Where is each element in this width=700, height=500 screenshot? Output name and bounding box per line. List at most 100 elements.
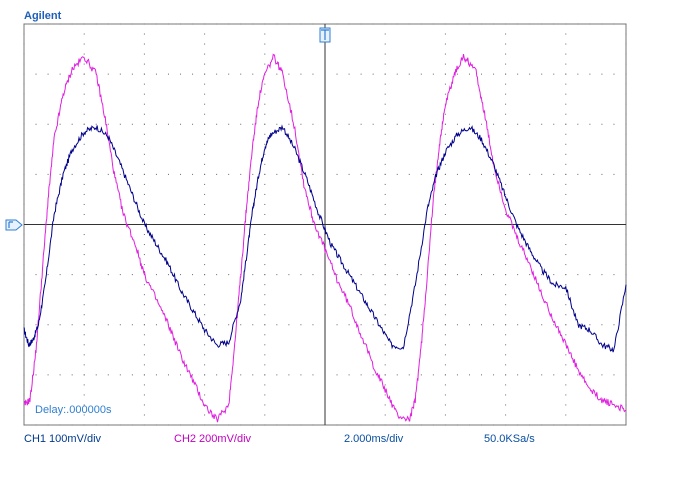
grid-dot: [384, 143, 386, 145]
grid-dot: [264, 43, 266, 45]
grid-dot: [577, 274, 579, 276]
grid-dot: [396, 274, 398, 276]
grid-dot: [384, 73, 386, 75]
grid-dot: [444, 264, 446, 266]
grid-dot: [288, 424, 290, 426]
grid-dot: [372, 173, 374, 175]
grid-dot: [625, 183, 627, 185]
grid-dot: [204, 133, 206, 135]
grid-dot: [83, 63, 85, 65]
grid-dot: [625, 213, 627, 215]
grid-dot: [336, 73, 338, 75]
grid-dot: [625, 73, 627, 75]
timebase-label[interactable]: 2.000ms/div: [344, 433, 404, 445]
grid-dot: [167, 23, 169, 25]
grid-dot: [384, 294, 386, 296]
grid-dot: [240, 173, 242, 175]
grid-dot: [505, 254, 507, 256]
grid-dot: [264, 173, 266, 175]
grid-dot: [444, 334, 446, 336]
grid-dot: [119, 73, 121, 75]
grid-dot: [143, 344, 145, 346]
grid-dot: [143, 73, 145, 75]
ground-reference-icon: [5, 219, 23, 231]
grid-dot: [384, 424, 386, 426]
grid-dot: [336, 324, 338, 326]
grid-dot: [107, 23, 109, 25]
grid-dot: [59, 173, 61, 175]
grid-dot: [468, 324, 470, 326]
grid-dot: [384, 374, 386, 376]
grid-dot: [204, 254, 206, 256]
grid-dot: [264, 93, 266, 95]
grid-dot: [553, 324, 555, 326]
grid-dot: [252, 274, 254, 276]
grid-dot: [23, 244, 25, 246]
grid-dot: [444, 344, 446, 346]
grid-dot: [444, 93, 446, 95]
grid-dot: [228, 374, 230, 376]
grid-dot: [505, 203, 507, 205]
grid-dot: [565, 23, 567, 25]
grid-dot: [264, 424, 266, 426]
grid-dot: [384, 324, 386, 326]
grid-dot: [625, 93, 627, 95]
grid-dot: [360, 73, 362, 75]
grid-dot: [204, 193, 206, 195]
grid-dot: [107, 324, 109, 326]
grid-dot: [83, 213, 85, 215]
grid-dot: [565, 173, 567, 175]
grid-dot: [505, 103, 507, 105]
grid-dot: [444, 354, 446, 356]
grid-dot: [565, 414, 567, 416]
grid-dot: [529, 23, 531, 25]
grid-dot: [456, 324, 458, 326]
grid-dot: [493, 424, 495, 426]
grid-dot: [204, 53, 206, 55]
grid-dot: [384, 133, 386, 135]
grid-dot: [23, 254, 25, 256]
grid-dot: [541, 23, 543, 25]
grid-dot: [493, 274, 495, 276]
ch2-scale-label[interactable]: CH2 200mV/div: [174, 433, 252, 445]
grid-dot: [300, 23, 302, 25]
grid-dot: [444, 193, 446, 195]
grid-dot: [601, 324, 603, 326]
grid-dot: [264, 284, 266, 286]
grid-dot: [23, 173, 25, 175]
grid-dot: [23, 213, 25, 215]
grid-dot: [83, 33, 85, 35]
grid-dot: [444, 384, 446, 386]
grid-dot: [384, 314, 386, 316]
grid-dot: [553, 73, 555, 75]
grid-dot: [625, 324, 627, 326]
grid-dot: [143, 414, 145, 416]
grid-dot: [47, 23, 49, 25]
grid-dot: [444, 374, 446, 376]
grid-dot: [432, 424, 434, 426]
grid-dot: [83, 103, 85, 105]
grid-dot: [444, 404, 446, 406]
grid-dot: [517, 173, 519, 175]
grid-dot: [83, 143, 85, 145]
grid-dot: [601, 73, 603, 75]
grid-dot: [83, 344, 85, 346]
grid-dot: [107, 173, 109, 175]
grid-dot: [288, 374, 290, 376]
grid-dot: [35, 324, 37, 326]
grid-dot: [107, 73, 109, 75]
grid-dot: [505, 284, 507, 286]
grid-dot: [276, 123, 278, 125]
grid-dot: [71, 173, 73, 175]
grid-dot: [47, 173, 49, 175]
ch1-scale-label[interactable]: CH1 100mV/div: [24, 433, 102, 445]
grid-dot: [613, 424, 615, 426]
grid-dot: [143, 324, 145, 326]
grid-dot: [264, 274, 266, 276]
grid-dot: [444, 213, 446, 215]
trigger-marker-icon: [319, 27, 331, 43]
grid-dot: [23, 384, 25, 386]
grid-dot: [228, 274, 230, 276]
grid-dot: [216, 424, 218, 426]
grid-dot: [517, 23, 519, 25]
